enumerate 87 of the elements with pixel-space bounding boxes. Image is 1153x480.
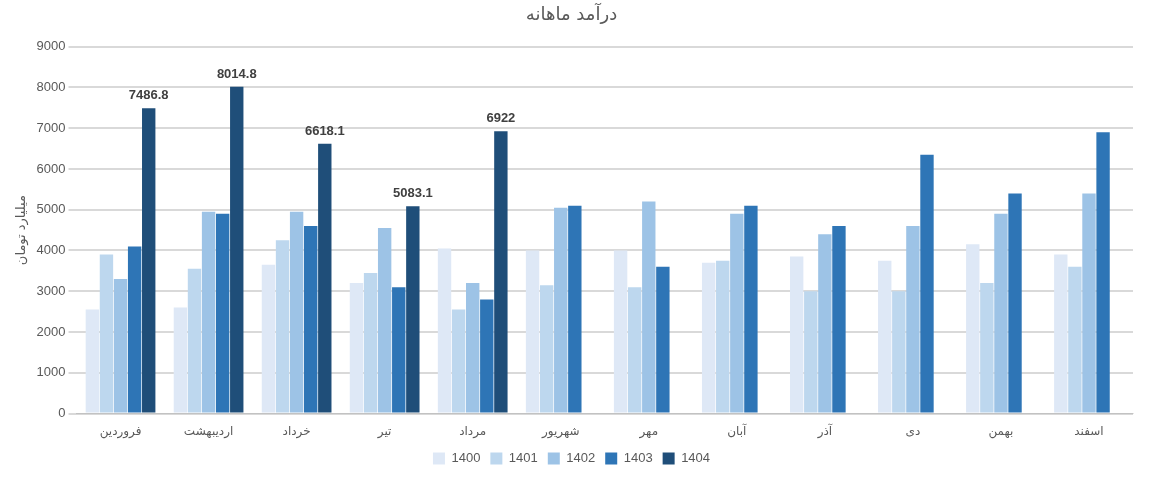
bar [1068, 266, 1082, 413]
bar [99, 254, 114, 413]
chart-title: درآمد ماهانه [525, 2, 618, 25]
bar [480, 299, 494, 413]
bar [790, 256, 804, 413]
bar [539, 285, 554, 413]
y-tick-label: 5000 [36, 201, 66, 217]
x-tick-label: شهریور [540, 423, 580, 439]
bar [832, 226, 846, 413]
legend-label: 1403 [623, 450, 653, 466]
bar [318, 143, 332, 413]
bar [892, 291, 906, 413]
data-label: 7486.8 [128, 87, 169, 103]
x-tick-label: اسفند [1074, 423, 1104, 438]
data-label: 6922 [486, 110, 516, 126]
x-tick-label: دی [905, 423, 921, 438]
bar [261, 264, 276, 413]
bar [215, 213, 230, 413]
bar [142, 108, 156, 413]
y-tick-label: 8000 [36, 78, 66, 94]
bar [377, 228, 392, 413]
bar [980, 283, 994, 413]
bar [349, 283, 364, 413]
x-tick-label: اردیبهشت [183, 423, 234, 439]
legend-label: 1404 [681, 450, 711, 466]
bar [113, 279, 128, 413]
bar [525, 250, 540, 413]
bar [701, 262, 716, 413]
y-tick-label: 1000 [36, 364, 66, 380]
bar [1082, 193, 1096, 413]
y-axis-title: میلیارد تومان [13, 195, 30, 266]
bar [466, 283, 480, 413]
x-tick-label: بهمن [988, 423, 1014, 439]
y-tick-label: 2000 [36, 323, 66, 339]
bar [230, 86, 244, 413]
bar [173, 307, 188, 413]
legend-label: 1401 [508, 450, 538, 466]
x-tick-label: تیر [376, 423, 392, 439]
bar [878, 260, 892, 413]
bar [201, 211, 216, 413]
bar [304, 226, 318, 413]
y-tick-label: 3000 [36, 282, 66, 298]
bar [1096, 132, 1110, 413]
data-label: 6618.1 [304, 122, 345, 138]
bar [730, 213, 744, 413]
bar [656, 266, 670, 413]
bar [716, 260, 730, 413]
x-tick-label: مهر [638, 423, 659, 439]
x-tick-label: مرداد [459, 423, 487, 439]
bar [275, 240, 290, 413]
x-tick-label: فروردین [99, 423, 142, 439]
bar [406, 206, 420, 413]
x-tick-label: آذر [816, 422, 833, 439]
bar [437, 248, 452, 413]
bar [613, 250, 628, 413]
bar [554, 207, 568, 413]
data-label: 5083.1 [392, 185, 433, 201]
bar [804, 291, 818, 413]
y-tick-label: 0 [58, 405, 66, 421]
bar [642, 201, 656, 413]
bar [920, 154, 934, 413]
y-tick-label: 9000 [36, 38, 66, 54]
bar [1008, 193, 1022, 413]
bar [994, 213, 1008, 413]
y-tick-label: 7000 [36, 119, 66, 135]
bar [1054, 254, 1068, 413]
y-tick-label: 6000 [36, 160, 66, 176]
bar [451, 309, 466, 413]
x-tick-label: خرداد [282, 423, 311, 439]
bar [85, 309, 100, 413]
bar [906, 226, 920, 413]
bar [966, 244, 980, 413]
bar [392, 287, 406, 413]
legend-label: 1400 [451, 450, 481, 466]
bar [187, 268, 202, 413]
y-tick-label: 4000 [36, 242, 66, 258]
bar [628, 287, 642, 413]
bar [494, 131, 508, 413]
bar [289, 211, 304, 413]
x-tick-label: آبان [727, 422, 748, 438]
bar [363, 272, 378, 413]
data-label: 8014.8 [216, 65, 257, 81]
bar [744, 205, 758, 413]
bar [127, 246, 142, 413]
bar [568, 205, 582, 413]
legend-label: 1402 [566, 450, 596, 466]
bar [818, 234, 832, 413]
